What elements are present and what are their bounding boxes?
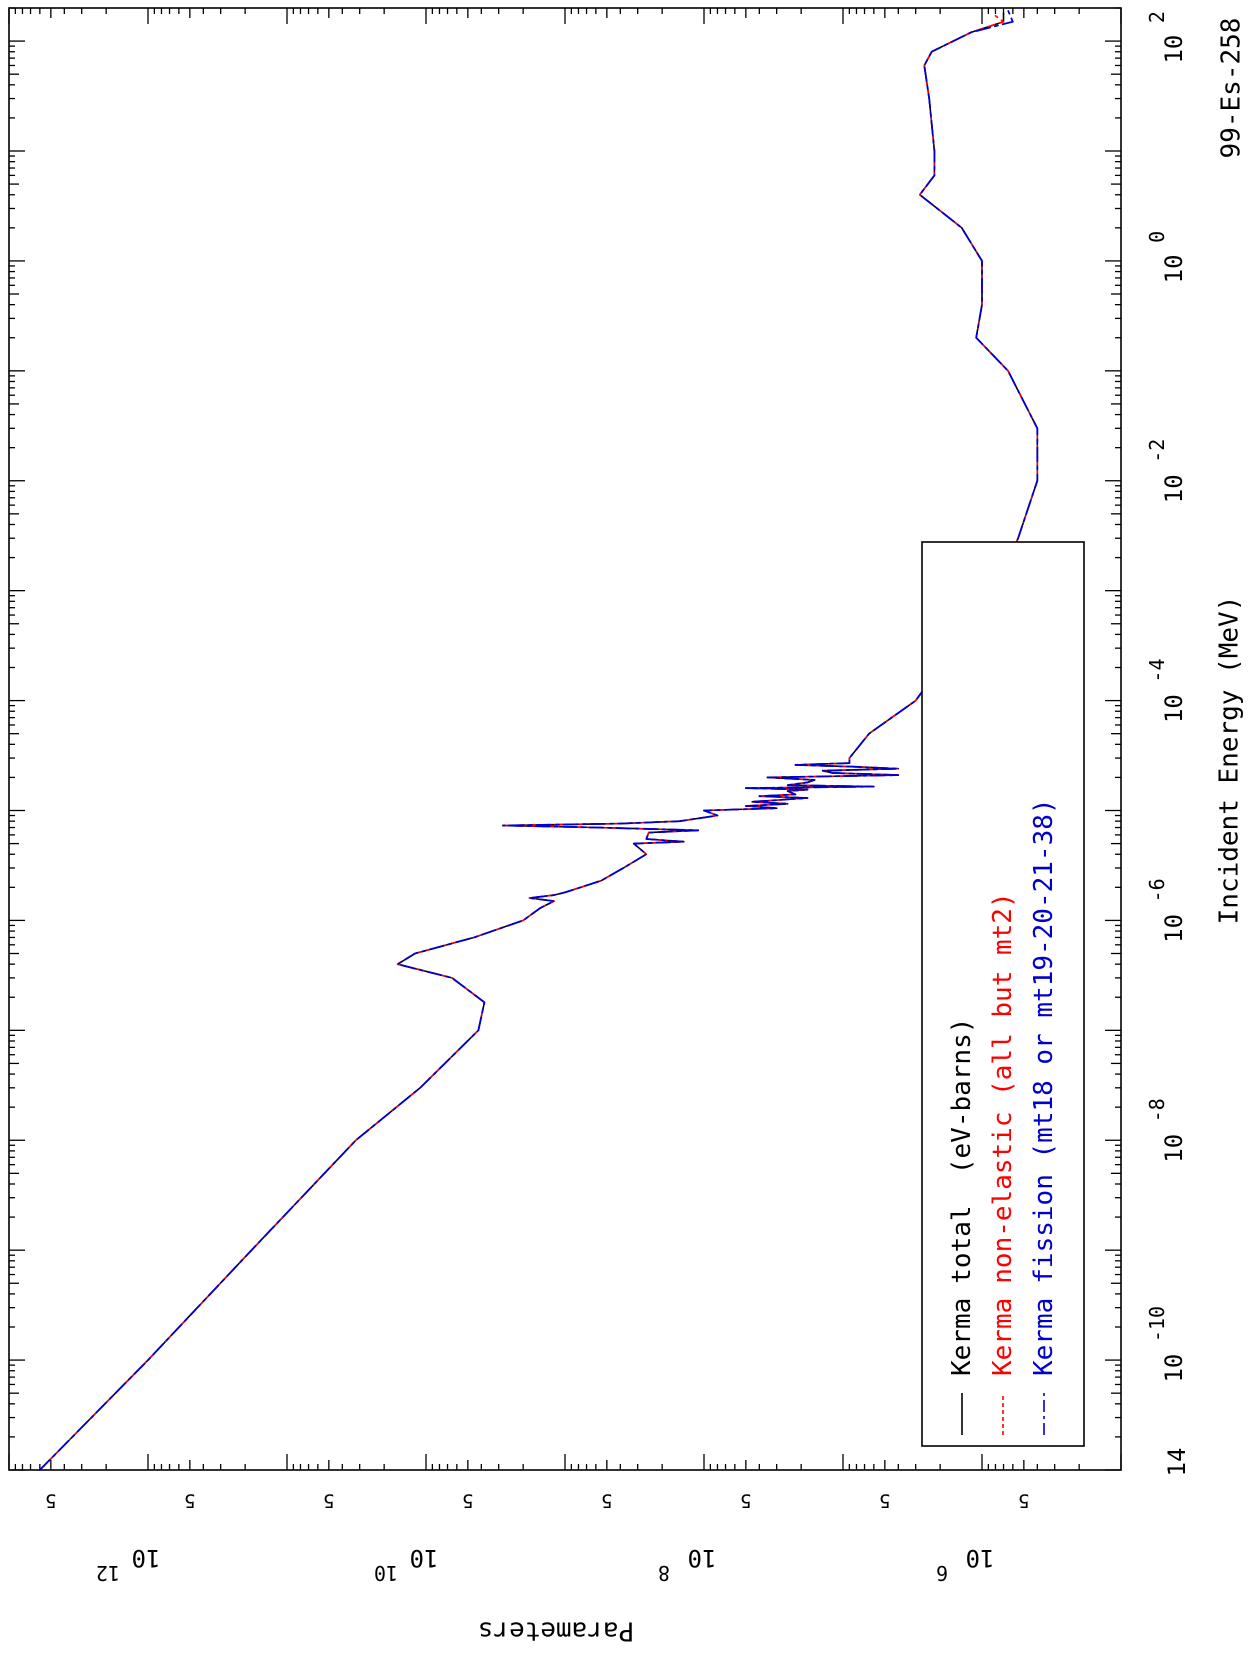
legend: Kerma total (eV-barns) Kerma non-elastic (… bbox=[921, 541, 1085, 1447]
x-tick-label-base: 10 bbox=[1160, 254, 1188, 283]
y-tick-label-base: 10 bbox=[688, 1544, 717, 1572]
legend-nonelastic-prefix: Kerma bbox=[988, 1298, 1018, 1376]
y-tick-label: 10 12 bbox=[96, 1544, 161, 1585]
series-line-nonelastic bbox=[39, 15, 1039, 1471]
legend-fission-prefix: Kerma bbox=[1029, 1298, 1059, 1376]
series-layer bbox=[38, 9, 1039, 1471]
y-tick-label-base: 10 bbox=[966, 1544, 995, 1572]
y-minor-tick-label: 5 bbox=[879, 1490, 890, 1512]
legend-total-prefix: Kerma bbox=[947, 1298, 977, 1376]
legend-box bbox=[921, 541, 1085, 1447]
y-minor-tick-label: 5 bbox=[740, 1490, 751, 1512]
y-tick-label: 10 8 bbox=[658, 1544, 716, 1585]
y-minor-tick-label: 5 bbox=[323, 1490, 334, 1512]
y-tick-label: 10 10 bbox=[374, 1544, 439, 1585]
x-tick-label-base: 10 bbox=[1160, 1354, 1188, 1383]
x-tick-label: 10 -6 bbox=[1145, 878, 1188, 943]
x-tick-label-base: 10 bbox=[1160, 914, 1188, 943]
x-tick-label-exponent: -6 bbox=[1145, 878, 1169, 902]
x-tick-label: 10-10 bbox=[1145, 1306, 1188, 1383]
y-tick-label-exponent: 6 bbox=[936, 1561, 948, 1585]
y-tick-label-exponent: 12 bbox=[96, 1561, 120, 1585]
legend-entry-total: Kerma total (eV-barns) bbox=[947, 1018, 977, 1376]
x-tick-label: 10-2 bbox=[1145, 439, 1188, 504]
y-minor-tick-label: 5 bbox=[184, 1490, 195, 1512]
x-tick-label-exponent: 2 bbox=[1145, 11, 1169, 23]
y-minor-tick-label: 5 bbox=[45, 1490, 56, 1512]
series-line-fission bbox=[38, 9, 1039, 1471]
x-tick-label: 10 -4 bbox=[1145, 658, 1188, 723]
series-line-total bbox=[39, 12, 1039, 1471]
y-axis-title: Parameters bbox=[478, 1616, 635, 1646]
x-tick-label: 10 2 bbox=[1145, 11, 1188, 64]
y-minor-tick-label: 5 bbox=[601, 1490, 612, 1512]
x-tick-label-base: 10 bbox=[1160, 1134, 1188, 1163]
legend-entry-fission: Kerma fission (mt18 or mt19-20-21-38) bbox=[1029, 798, 1059, 1376]
x-tick-label-exponent: -4 bbox=[1145, 658, 1169, 682]
y-tick-label-base: 10 bbox=[410, 1544, 439, 1572]
x-tick-label-exponent: -8 bbox=[1145, 1098, 1169, 1122]
legend-entry-nonelastic: Kerma non-elastic (all but mt2) bbox=[988, 892, 1018, 1376]
y-tick-label-exponent: 10 bbox=[374, 1561, 398, 1585]
x-edge-label: 14 bbox=[1163, 1448, 1191, 1477]
x-tick-label: 10 -8 bbox=[1145, 1098, 1188, 1163]
y-tick-label: 10 6 bbox=[936, 1544, 994, 1585]
axis-tick-labels: 10-1010-810-610-410-21001021061081010101… bbox=[45, 11, 1188, 1585]
x-tick-label-exponent: 0 bbox=[1145, 231, 1169, 243]
y-minor-tick-label: 5 bbox=[1018, 1490, 1029, 1512]
x-tick-label: 10 0 bbox=[1145, 231, 1188, 284]
legend-nonelastic-label: non-elastic (all but mt2) bbox=[988, 892, 1018, 1283]
x-tick-label-exponent: -10 bbox=[1145, 1306, 1169, 1342]
x-tick-label-base: 10 bbox=[1160, 474, 1188, 503]
x-tick-label-base: 10 bbox=[1160, 35, 1188, 64]
x-tick-label-exponent: -2 bbox=[1145, 439, 1169, 463]
chart-title: 99-Es-258 bbox=[1217, 18, 1247, 159]
y-tick-label-base: 10 bbox=[132, 1544, 161, 1572]
legend-fission-label: fission (mt18 or mt19-20-21-38) bbox=[1029, 798, 1059, 1283]
legend-total-label: total (eV-barns) bbox=[947, 1018, 977, 1284]
y-minor-tick-label: 5 bbox=[462, 1490, 473, 1512]
x-axis-title: Incident Energy (MeV) bbox=[1215, 596, 1245, 925]
x-tick-label-base: 10 bbox=[1160, 694, 1188, 723]
y-tick-label-exponent: 8 bbox=[658, 1561, 670, 1585]
